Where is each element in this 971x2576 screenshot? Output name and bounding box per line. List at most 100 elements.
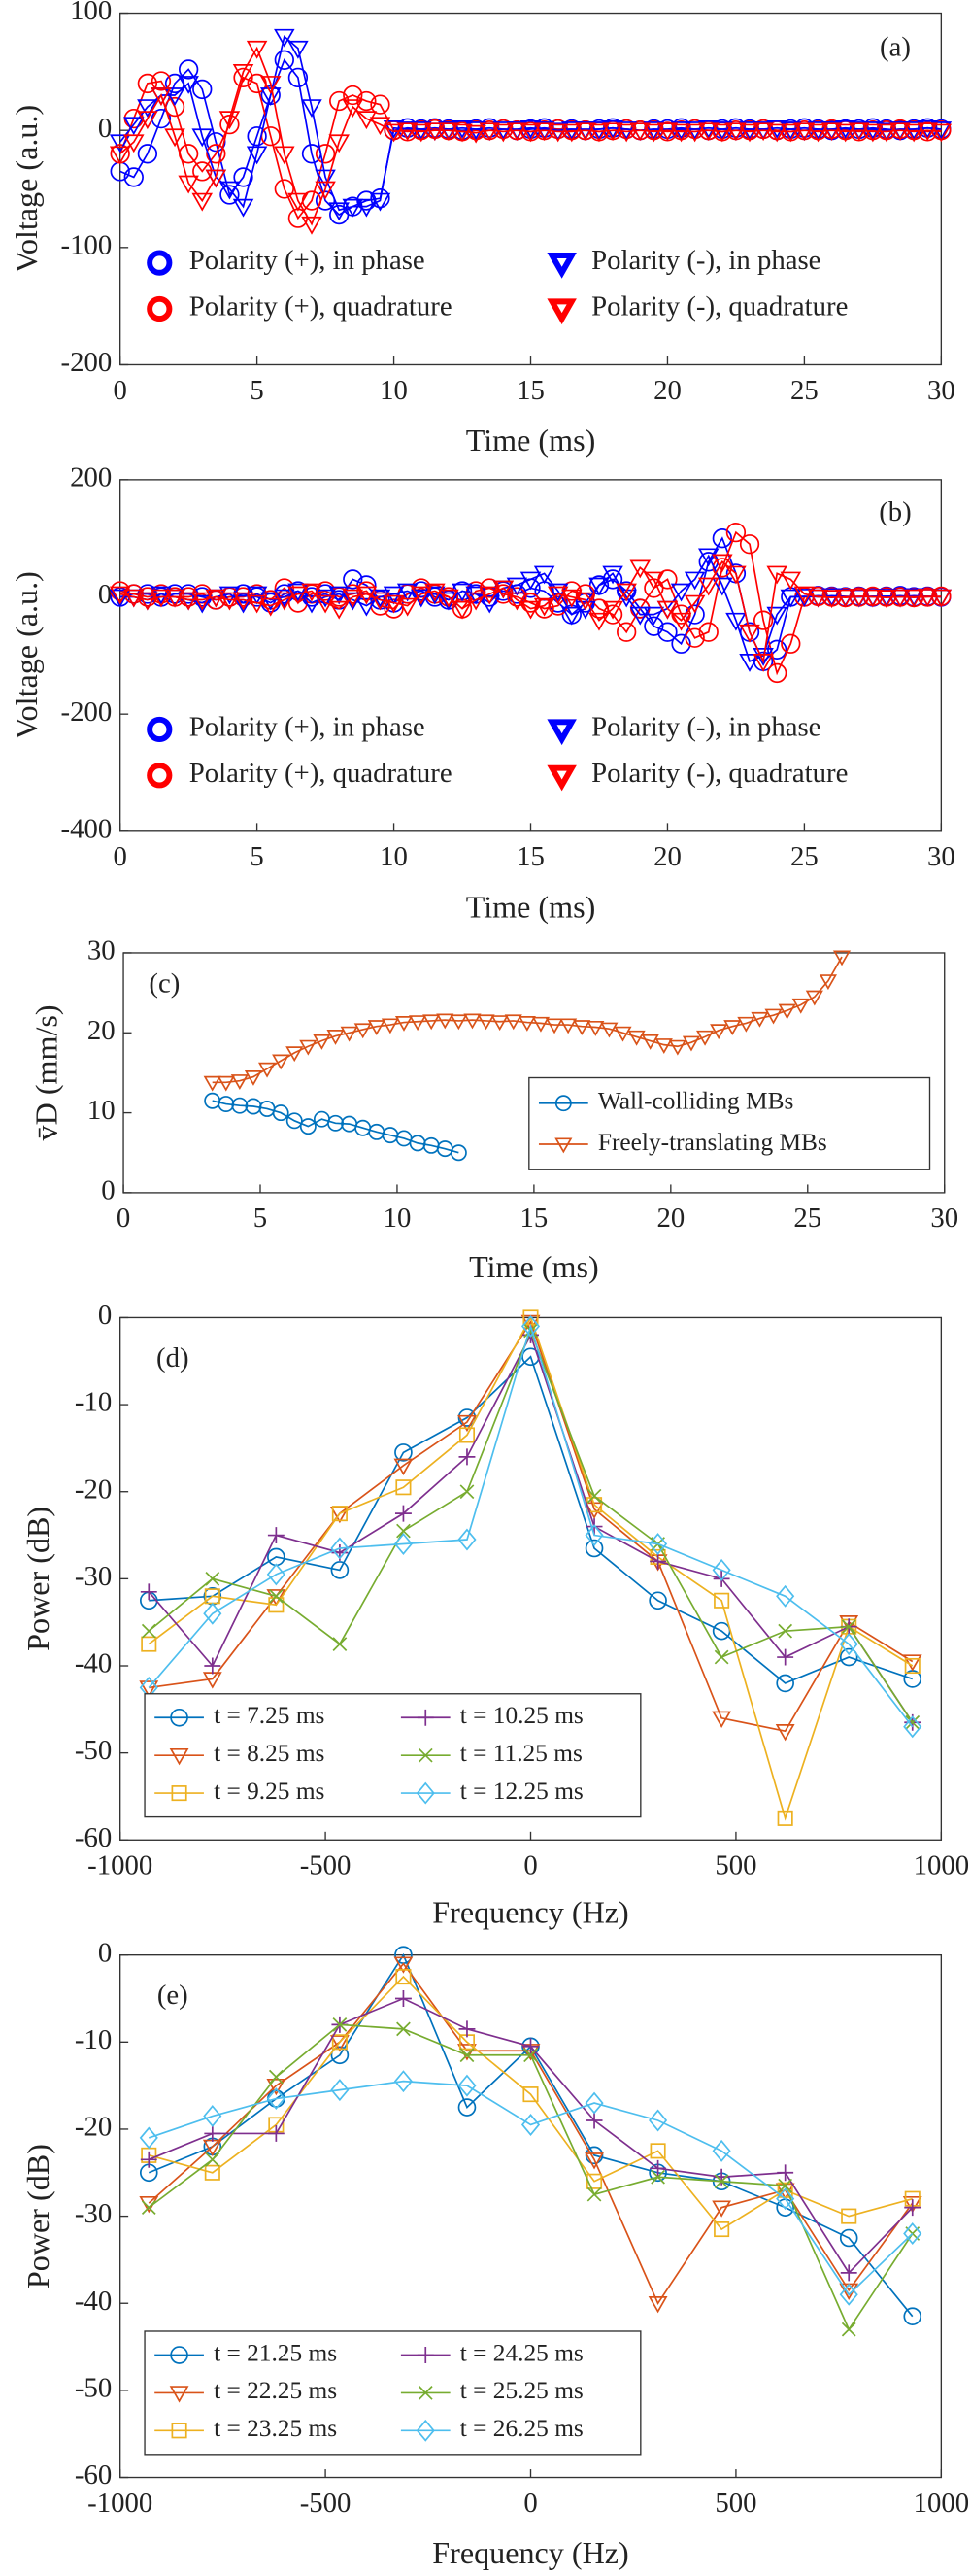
marker (602, 122, 623, 142)
marker (204, 2124, 221, 2142)
marker (670, 583, 692, 602)
y-tick-label: -60 (75, 1822, 112, 1853)
marker (712, 2200, 732, 2218)
marker (139, 2126, 158, 2150)
marker (739, 121, 760, 140)
marker (340, 1026, 358, 1042)
marker (330, 1537, 350, 1560)
marker (169, 1747, 189, 1766)
marker (367, 1020, 385, 1036)
marker (649, 2109, 668, 2132)
marker (272, 1054, 290, 1070)
marker (764, 1008, 783, 1025)
marker (328, 134, 350, 153)
marker (753, 648, 774, 666)
marker (218, 111, 241, 130)
marker (218, 1096, 235, 1112)
marker (313, 1034, 331, 1050)
panel-label: (a) (880, 31, 911, 62)
marker (191, 192, 214, 212)
marker (561, 121, 583, 140)
marker (767, 662, 787, 684)
marker (712, 1558, 731, 1581)
marker (326, 1030, 345, 1045)
marker (519, 600, 542, 620)
x-axis-label: Time (ms) (466, 889, 596, 924)
marker (547, 719, 577, 746)
marker (712, 528, 732, 549)
y-tick-label: -200 (61, 347, 113, 378)
marker (452, 583, 473, 602)
marker (232, 592, 254, 611)
marker (383, 586, 405, 605)
y-tick-label: -30 (75, 1561, 112, 1592)
marker (930, 121, 953, 140)
marker (332, 1637, 348, 1651)
marker (862, 121, 884, 140)
marker (315, 181, 336, 200)
marker (218, 181, 241, 200)
x-tick-label: -500 (300, 1850, 352, 1881)
x-tick-label: 1000 (914, 1850, 970, 1881)
marker (384, 598, 404, 619)
marker (670, 121, 692, 140)
marker (575, 122, 596, 142)
marker (233, 67, 253, 88)
y-tick-label: 0 (98, 1300, 112, 1331)
marker (274, 179, 294, 199)
marker (903, 2307, 922, 2325)
marker (839, 2228, 858, 2248)
marker (602, 604, 623, 625)
marker (841, 2208, 857, 2224)
marker (602, 119, 623, 139)
marker (246, 40, 268, 59)
marker (670, 612, 692, 631)
marker (723, 1020, 742, 1036)
marker (299, 1039, 318, 1056)
marker (520, 1314, 541, 1338)
marker (519, 123, 542, 143)
marker (246, 594, 268, 614)
panel-label: (c) (149, 967, 180, 999)
marker (714, 1592, 730, 1609)
marker (506, 122, 528, 142)
legend-label: t = 8.25 ms (214, 1740, 324, 1767)
marker (424, 583, 446, 602)
marker (650, 2143, 666, 2159)
marker (780, 123, 802, 143)
marker (712, 1711, 732, 1728)
marker (641, 1034, 659, 1050)
marker (355, 198, 378, 218)
marker (778, 2178, 793, 2193)
marker (247, 126, 267, 147)
marker (522, 2038, 539, 2055)
marker (301, 583, 322, 602)
x-tick-label: 30 (927, 841, 955, 872)
marker (458, 1448, 476, 1466)
marker (668, 1039, 686, 1056)
marker (889, 122, 911, 142)
legend-label: t = 12.25 ms (460, 1778, 584, 1805)
marker (147, 250, 173, 276)
y-tick-label: -20 (75, 1474, 112, 1505)
marker (287, 40, 309, 59)
marker (164, 589, 185, 608)
marker (424, 122, 446, 142)
marker (696, 1030, 715, 1046)
marker (586, 1020, 605, 1036)
marker (522, 2086, 539, 2103)
marker (123, 134, 145, 153)
marker (643, 571, 665, 591)
series-line (119, 46, 942, 226)
marker (670, 123, 692, 143)
marker (137, 73, 158, 94)
marker (479, 586, 500, 605)
marker (301, 216, 322, 235)
marker (531, 1016, 551, 1033)
legend-label: t = 24.25 ms (460, 2339, 584, 2366)
x-tick-label: -1000 (87, 1850, 152, 1881)
marker (712, 577, 733, 596)
marker (753, 610, 774, 630)
marker (123, 167, 144, 187)
marker (409, 1015, 427, 1032)
